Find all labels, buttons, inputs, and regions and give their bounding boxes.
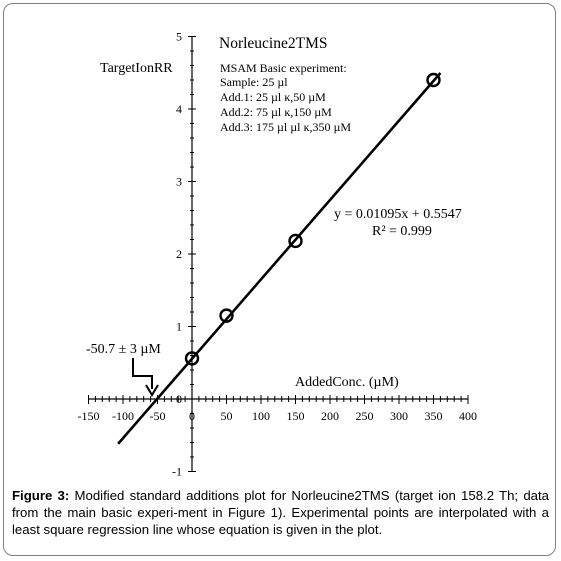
x-tick-label: 250 <box>356 409 374 423</box>
axes <box>88 36 469 472</box>
experiment-info: MSAM Basic experiment: Sample: 25 µl Add… <box>220 61 351 134</box>
x-tick-label: 50 <box>221 409 233 423</box>
x-tick-label: 100 <box>252 409 270 423</box>
r-squared: R² = 0.999 <box>372 224 432 239</box>
x-tick-label: -50 <box>150 409 166 423</box>
regression-equation: y = 0.01095x + 0.5547 <box>334 207 462 222</box>
data-points <box>184 72 441 366</box>
figure-frame <box>3 3 556 556</box>
info-line: Add.1: 25 µl ĸ,50 µM <box>220 90 326 104</box>
y-tick-label: 4 <box>176 102 182 116</box>
x-axis-label: AddedConc. (µM) <box>295 375 399 390</box>
data-point <box>426 72 441 88</box>
x-tick-label: 350 <box>425 409 443 423</box>
caption-text: Modified standard additions plot for Nor… <box>12 488 549 537</box>
caption-label: Figure 3: <box>12 488 70 503</box>
intercept-annotation: -50.7 ± 3 µM <box>86 342 161 357</box>
info-line: MSAM Basic experiment: <box>220 61 347 75</box>
chart: -150 -100 -50 0 50 100 150 200 250 300 350 400 -1 0 1 2… <box>78 30 478 479</box>
y-tick-label: 1 <box>176 320 182 334</box>
info-line: Sample: 25 µl <box>220 75 288 89</box>
regression-line <box>117 72 442 445</box>
y-tick-label: 0 <box>176 392 182 406</box>
y-tick-label: -1 <box>172 465 182 479</box>
info-line: Add.2: 75 µl ĸ,150 µM <box>220 105 332 119</box>
x-tick-label: 300 <box>390 409 408 423</box>
figure-caption: Figure 3: Modified standard additions pl… <box>12 487 549 538</box>
tick-labels: -150 -100 -50 0 50 100 150 200 250 300 350 400 -1 0 1 2… <box>78 30 478 479</box>
data-point <box>184 351 200 366</box>
x-tick-label: 400 <box>459 409 477 423</box>
y-tick-label: 5 <box>176 30 182 44</box>
chart-title: Norleucine2TMS <box>219 35 327 52</box>
y-axis-label: TargetIonRR <box>100 61 173 76</box>
x-tick-label: -150 <box>78 409 100 423</box>
y-tick-label: 3 <box>176 175 182 189</box>
x-tick-label: -100 <box>112 409 134 423</box>
y-tick-label: 2 <box>176 247 182 261</box>
x-tick-label: 200 <box>321 409 339 423</box>
intercept-arrow <box>132 358 153 389</box>
data-point <box>288 233 303 249</box>
arrow-head <box>145 384 159 397</box>
info-line: Add.3: 175 µl µl ĸ,350 µM <box>220 120 351 134</box>
data-point <box>219 308 234 323</box>
x-tick-label: 0 <box>189 409 195 423</box>
x-tick-label: 150 <box>287 409 305 423</box>
